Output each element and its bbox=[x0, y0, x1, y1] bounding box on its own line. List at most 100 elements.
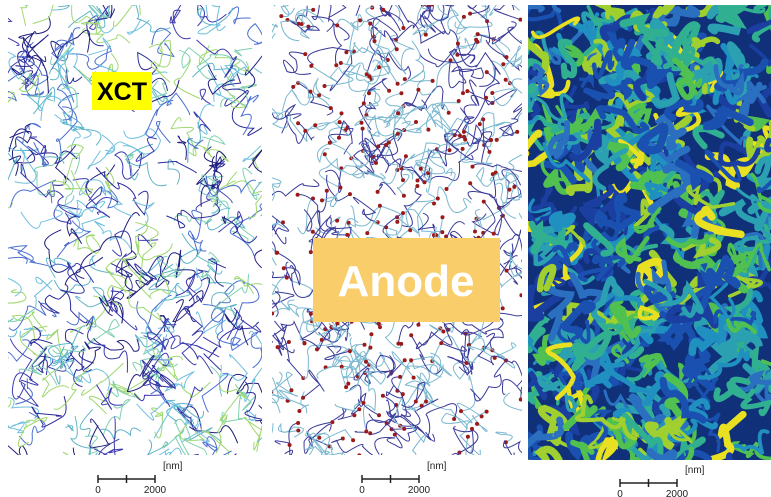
network-node bbox=[465, 361, 469, 365]
network-node bbox=[325, 189, 329, 193]
network-node bbox=[334, 63, 338, 67]
network-edge bbox=[89, 377, 150, 414]
network-edge bbox=[71, 416, 97, 459]
network-edge bbox=[317, 127, 347, 162]
network-edge bbox=[97, 385, 123, 410]
network-node bbox=[344, 50, 348, 54]
network-node bbox=[402, 427, 406, 431]
network-edge bbox=[2, 245, 35, 263]
network-node bbox=[401, 26, 405, 30]
network-edge bbox=[274, 333, 283, 356]
network-node bbox=[512, 185, 516, 189]
network-node bbox=[330, 420, 334, 424]
network-node bbox=[519, 293, 523, 297]
network-edge bbox=[298, 195, 336, 232]
network-node bbox=[441, 330, 445, 334]
network-edge bbox=[481, 0, 490, 21]
panel-label: Anode bbox=[338, 257, 475, 306]
network-edge bbox=[151, 384, 168, 403]
network-edge bbox=[17, 0, 36, 5]
network-node bbox=[468, 12, 472, 16]
network-node bbox=[376, 190, 380, 194]
network-node bbox=[452, 417, 456, 421]
network-node bbox=[377, 65, 381, 69]
network-node bbox=[368, 346, 372, 350]
network-edge bbox=[123, 129, 161, 154]
network-node bbox=[419, 167, 423, 171]
network-node bbox=[258, 394, 262, 398]
network-edge bbox=[194, 112, 211, 132]
network-node bbox=[360, 121, 364, 125]
network-edge bbox=[378, 183, 396, 195]
network-edge bbox=[304, 113, 342, 129]
network-node bbox=[440, 230, 444, 234]
network-node bbox=[468, 181, 472, 185]
network-node bbox=[482, 200, 486, 204]
network-edge bbox=[337, 454, 355, 497]
network-edge bbox=[135, 257, 168, 281]
network-node bbox=[414, 120, 418, 124]
network-edge bbox=[76, 288, 106, 307]
network-edge bbox=[66, 425, 74, 431]
network-node bbox=[401, 392, 405, 396]
network-node bbox=[461, 91, 465, 95]
network-node bbox=[335, 322, 339, 326]
network-node bbox=[398, 375, 402, 379]
network-node bbox=[522, 170, 526, 174]
scale-label: 2000 bbox=[144, 485, 167, 496]
network-edge bbox=[7, 445, 30, 467]
pore-tube bbox=[553, 215, 572, 229]
network-edge bbox=[182, 382, 211, 397]
scale-label: 0 bbox=[95, 485, 101, 496]
network-node bbox=[501, 306, 505, 310]
scale-label: 0 bbox=[617, 489, 623, 497]
network-node bbox=[396, 82, 400, 86]
network-node bbox=[291, 85, 295, 89]
network-node bbox=[365, 231, 369, 235]
network-edge bbox=[261, 172, 281, 207]
network-edge bbox=[0, 68, 23, 100]
network-node bbox=[296, 121, 300, 125]
network-node bbox=[432, 202, 436, 206]
network-node bbox=[381, 394, 385, 398]
network-edge bbox=[226, 454, 269, 477]
figure: XCT Anode 02000[nm]02000[nm]02000[nm] bbox=[0, 0, 771, 497]
network-node bbox=[282, 266, 286, 270]
network-edge bbox=[486, 40, 534, 81]
network-node bbox=[478, 122, 482, 126]
network-node bbox=[323, 152, 327, 156]
network-edge bbox=[0, 319, 17, 344]
scale-unit: [nm] bbox=[427, 461, 447, 472]
network-node bbox=[309, 90, 313, 94]
network-node bbox=[289, 388, 293, 392]
network-edge bbox=[0, 289, 26, 339]
network-edge bbox=[263, 374, 280, 413]
network-node bbox=[254, 107, 258, 111]
network-edge bbox=[282, 117, 306, 144]
network-node bbox=[475, 422, 479, 426]
network-edge bbox=[57, 221, 90, 258]
network-node bbox=[281, 220, 285, 224]
network-edge bbox=[285, 445, 293, 464]
network-node bbox=[339, 61, 343, 65]
network-edge bbox=[167, 93, 190, 115]
network-node bbox=[367, 74, 371, 78]
network-node bbox=[263, 1, 267, 5]
network-node bbox=[362, 401, 366, 405]
network-node bbox=[303, 129, 307, 133]
network-edge bbox=[355, 207, 381, 233]
network-node bbox=[320, 198, 324, 202]
network-node bbox=[300, 22, 304, 26]
network-node bbox=[471, 165, 475, 169]
network-edge bbox=[177, 136, 186, 160]
network-edge bbox=[292, 90, 310, 105]
network-node bbox=[335, 23, 339, 27]
network-node bbox=[485, 70, 489, 74]
network-edge bbox=[85, 436, 104, 463]
network-edge bbox=[133, 1, 171, 32]
network-node bbox=[431, 79, 435, 83]
network-edge bbox=[404, 104, 442, 129]
network-node bbox=[245, 266, 249, 270]
pore-tube bbox=[480, 219, 533, 230]
network-node bbox=[311, 230, 315, 234]
